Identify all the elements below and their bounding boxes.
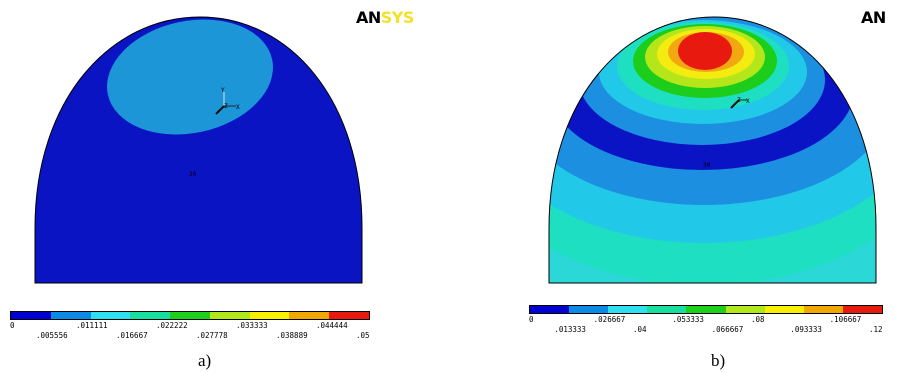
legend-swatch [725,306,765,313]
legend-swatch [170,312,210,319]
legend-swatch [209,312,250,319]
legend-swatch [647,306,687,313]
legend-tick-label: .066667 [711,325,744,334]
color-legend-b: 0 .026667 .053333 .08 .106667 .013333 .04 .0666… [529,305,883,338]
legend-swatch [686,306,726,313]
dome-outline-b [548,16,877,284]
legend-tick-label: .04 [633,325,647,334]
legend-tick-label: 0 [10,321,15,330]
legend-tick-label: .093333 [790,325,822,334]
legend-bar-a [10,311,370,320]
legend-swatch [11,312,51,319]
legend-swatch [569,306,609,313]
svg-text:Z: Z [224,103,228,110]
legend-tick-label: .033333 [236,321,268,330]
legend-tick-label: .038889 [276,331,308,340]
node-label-a: 30 [189,171,197,178]
legend-swatch [90,312,131,319]
legend-swatch [130,312,171,319]
panel-a: ANSYS Y X Z 30 0 .011111 .022222 .033333 .04… [0,0,445,373]
legend-tick-label: .106667 [829,315,862,324]
legend-tick-label: .013333 [554,325,586,334]
svg-text:Y: Y [221,87,225,94]
legend-tick-label: 0 [529,315,534,324]
legend-swatch [764,306,804,313]
legend-tick-label: .011111 [76,321,108,330]
legend-tick-label: .026667 [593,315,626,324]
color-legend-a: 0 .011111 .022222 .033333 .044444 .005556 .016… [10,311,370,344]
legend-tick-label: .016667 [116,331,148,340]
node-label-b: 30 [703,162,711,169]
legend-swatch [842,306,882,313]
legend-tick-label: .053333 [672,315,704,324]
legend-tick-label: .027778 [196,331,228,340]
legend-ticks-b: 0 .026667 .053333 .08 .106667 .013333 .04 .0666… [529,314,883,338]
legend-tick-label: .022222 [156,321,188,330]
caption-b: b) [711,351,726,370]
svg-text:Z: Z [737,97,741,104]
svg-text:X: X [236,104,240,111]
caption-a: a) [198,351,212,370]
legend-ticks-a: 0 .011111 .022222 .033333 .044444 .005556 .016… [10,320,370,344]
legend-swatch [530,306,570,313]
legend-tick-label: .005556 [36,331,68,340]
coordinate-triad-a: Y X Z [215,87,240,115]
ansys-logo: AN [861,8,886,27]
dome-view-b: X Z 30 [548,16,877,284]
legend-tick-label: .08 [751,315,765,324]
legend-swatch [608,306,648,313]
legend-swatch [289,312,330,319]
legend-tick-label: .12 [869,325,883,334]
dome-view-a: Y X Z 30 [34,16,363,284]
coordinate-triad-b: X Z [730,97,750,109]
ansys-logo: ANSYS [356,8,414,27]
legend-swatch [329,312,370,319]
legend-tick-label: .05 [356,331,370,340]
legend-bar-b [529,305,883,314]
legend-tick-label: .044444 [316,321,348,330]
legend-swatch [50,312,91,319]
panel-b: AN X Z 30 [449,0,894,373]
dome-contours-b [549,17,876,283]
legend-swatch [249,312,290,319]
svg-text:X: X [746,98,750,105]
legend-swatch [803,306,843,313]
